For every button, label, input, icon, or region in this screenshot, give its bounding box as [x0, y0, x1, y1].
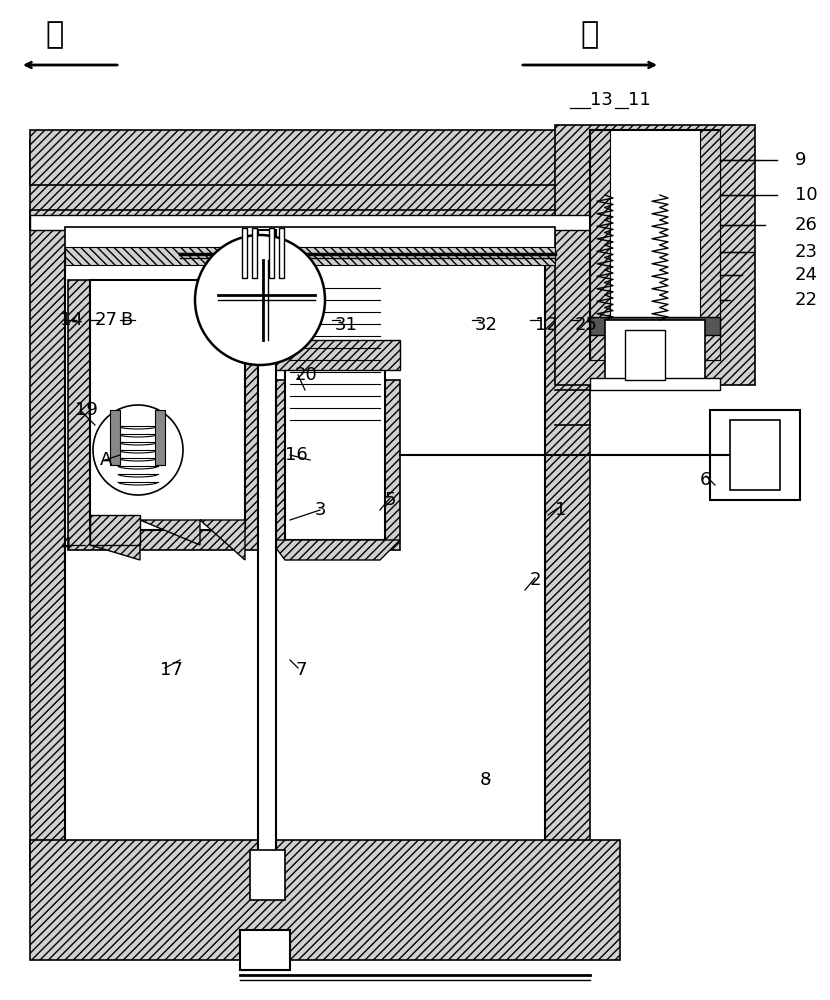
Circle shape [195, 235, 325, 365]
Text: 19: 19 [75, 401, 98, 419]
Text: 27: 27 [95, 311, 118, 329]
Bar [65, 260, 545, 850]
Text: 10: 10 [795, 186, 818, 204]
Bar [30, 140, 620, 230]
Text: 7: 7 [295, 661, 306, 679]
Text: 23: 23 [795, 243, 818, 261]
Bar [700, 130, 720, 360]
Text: 8: 8 [480, 771, 491, 789]
Text: 左: 左 [46, 20, 64, 49]
Bar [590, 130, 720, 360]
Bar [590, 317, 720, 335]
Bar [242, 228, 247, 278]
Bar [279, 228, 284, 278]
Bar [555, 125, 755, 385]
Bar [30, 210, 590, 870]
Bar [30, 840, 620, 960]
Text: 24: 24 [795, 266, 818, 284]
Polygon shape [140, 520, 245, 560]
Text: 6: 6 [700, 471, 711, 489]
Bar [110, 410, 120, 465]
Bar [30, 130, 620, 185]
Text: 12: 12 [535, 316, 558, 334]
Bar [250, 850, 285, 900]
Text: 1: 1 [555, 501, 566, 519]
Bar [30, 215, 620, 230]
Text: 16: 16 [285, 446, 308, 464]
Bar [65, 227, 555, 265]
Polygon shape [270, 540, 400, 560]
Bar [590, 130, 610, 360]
Bar [258, 230, 276, 890]
Text: 14: 14 [60, 311, 83, 329]
Bar [730, 420, 780, 490]
Text: 5: 5 [385, 491, 397, 509]
Bar [285, 360, 385, 540]
Text: 9: 9 [795, 151, 807, 169]
Text: 31: 31 [335, 316, 358, 334]
Bar [710, 410, 800, 500]
Text: A: A [100, 451, 112, 469]
Text: 25: 25 [575, 316, 598, 334]
Text: 32: 32 [475, 316, 498, 334]
Circle shape [93, 405, 183, 495]
Bar [625, 330, 665, 380]
Text: 11: 11 [628, 91, 651, 109]
Text: B: B [120, 311, 132, 329]
Bar [270, 380, 400, 550]
Bar [269, 228, 274, 278]
Polygon shape [90, 520, 140, 560]
Text: 20: 20 [295, 366, 318, 384]
Bar [90, 280, 245, 530]
Bar [65, 247, 555, 265]
Text: 2: 2 [530, 571, 541, 589]
Bar [155, 410, 165, 465]
Bar [68, 280, 263, 550]
Text: 右: 右 [581, 20, 599, 49]
Text: 4: 4 [60, 536, 71, 554]
Bar [605, 320, 705, 385]
Text: 22: 22 [795, 291, 818, 309]
Bar [710, 410, 800, 500]
Bar [240, 930, 290, 970]
Text: 3: 3 [315, 501, 326, 519]
Text: 26: 26 [795, 216, 818, 234]
Text: 17: 17 [160, 661, 183, 679]
Bar [90, 515, 140, 545]
Text: 13: 13 [590, 91, 613, 109]
Bar [590, 378, 720, 390]
Bar [252, 228, 257, 278]
Bar [270, 340, 400, 370]
